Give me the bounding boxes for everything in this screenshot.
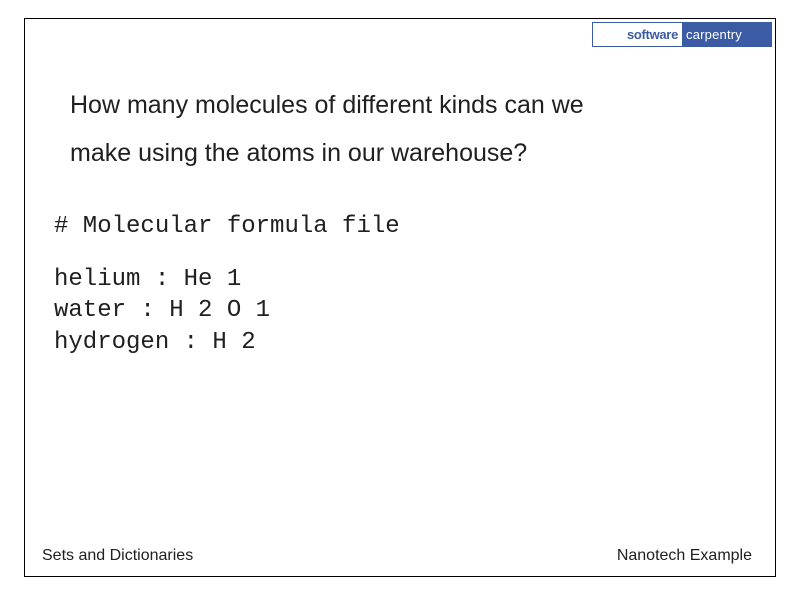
question-line-1: How many molecules of different kinds ca… — [70, 82, 724, 130]
slide-content: How many molecules of different kinds ca… — [70, 82, 724, 358]
code-block: # Molecular formula file helium : He 1 w… — [70, 211, 724, 358]
code-line: helium : He 1 — [54, 264, 724, 295]
question-line-2: make using the atoms in our warehouse? — [70, 130, 724, 178]
code-gap — [70, 242, 724, 264]
code-comment: # Molecular formula file — [54, 211, 724, 242]
question-text: How many molecules of different kinds ca… — [70, 82, 724, 177]
software-carpentry-logo: software carpentry — [592, 22, 772, 47]
code-line: hydrogen : H 2 — [54, 327, 724, 358]
logo-left-text: software — [627, 27, 678, 42]
logo-right-text: carpentry — [686, 27, 742, 42]
logo-right-panel: carpentry — [682, 23, 771, 46]
code-line: water : H 2 O 1 — [54, 295, 724, 326]
footer-right: Nanotech Example — [617, 547, 752, 565]
slide-footer: Sets and Dictionaries Nanotech Example — [42, 547, 752, 565]
logo-left-panel: software — [593, 23, 682, 46]
footer-left: Sets and Dictionaries — [42, 547, 193, 565]
